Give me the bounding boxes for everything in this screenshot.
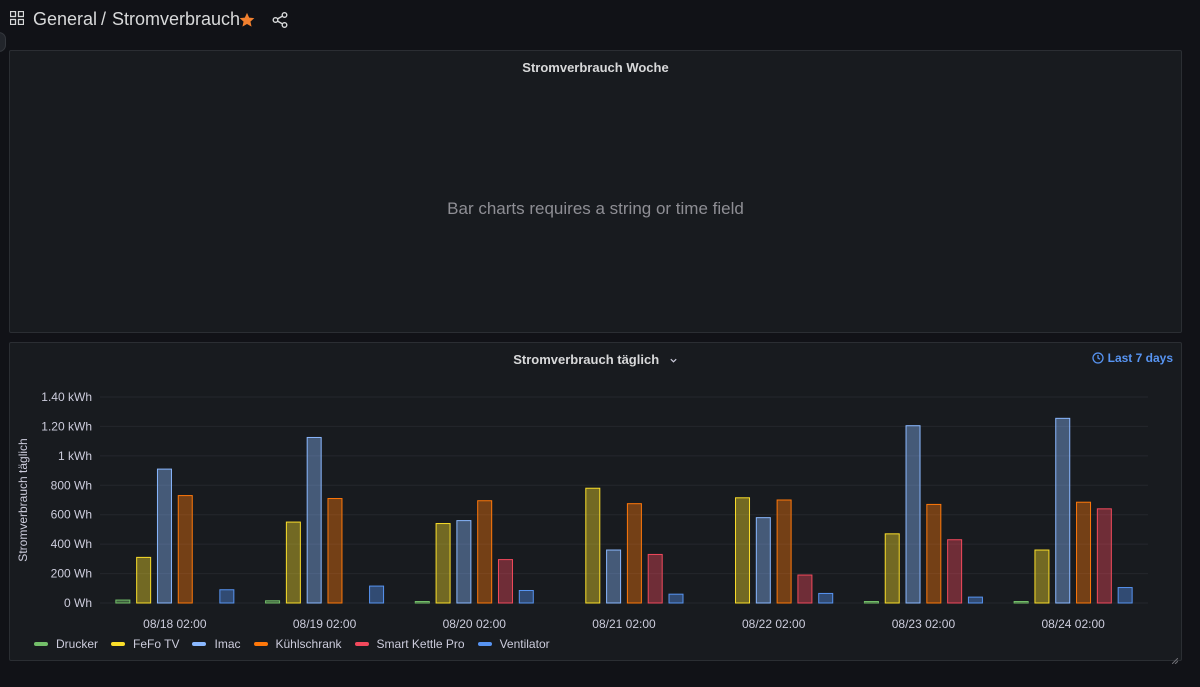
bar-ventilator: [967, 596, 983, 604]
dashboard-grid-icon[interactable]: [9, 10, 25, 26]
x-tick-label: 08/23 02:00: [892, 617, 956, 631]
legend-label: Smart Kettle Pro: [376, 637, 465, 651]
bar-imac: [156, 468, 172, 604]
y-tick-label: 1 kWh: [58, 449, 92, 463]
x-tick-label: 08/22 02:00: [742, 617, 806, 631]
panel-weekly-consumption: Stromverbrauch Woche Bar charts requires…: [9, 50, 1182, 333]
bar-fefo-tv: [585, 487, 601, 604]
clock-icon: [1091, 352, 1104, 364]
legend-item[interactable]: Drucker: [34, 637, 98, 651]
bar-imac: [755, 517, 771, 604]
legend-item[interactable]: Smart Kettle Pro: [354, 637, 465, 651]
bar-ventilator: [518, 589, 534, 604]
bar-smart-kettle-pro: [647, 553, 663, 604]
panel-title[interactable]: Stromverbrauch täglich: [513, 352, 660, 367]
bar-fefo-tv: [435, 523, 451, 604]
bar-fefo-tv: [735, 497, 751, 604]
bar-drucker: [265, 600, 281, 604]
bar-imac: [905, 425, 921, 604]
dashboard-title[interactable]: Stromverbrauch: [112, 9, 241, 29]
legend-item[interactable]: Imac: [192, 637, 241, 651]
bar-kühlschrank: [177, 495, 193, 604]
panel-daily-consumption: Stromverbrauch täglich Last 7 days 0 Wh 2…: [9, 342, 1182, 665]
bar-drucker: [414, 601, 430, 604]
legend-swatch: [253, 642, 268, 646]
legend-label: Kühlschrank: [275, 637, 342, 651]
bar-kühlschrank: [1076, 501, 1092, 604]
y-axis-label: Stromverbrauch täglich: [16, 438, 30, 561]
legend-label: Drucker: [56, 637, 99, 651]
bar-ventilator: [1117, 587, 1133, 604]
legend-label: Ventilator: [499, 637, 550, 651]
y-tick-label: 600 Wh: [51, 508, 92, 522]
bar-ventilator: [369, 585, 385, 604]
bar-drucker: [1013, 601, 1029, 604]
y-tick-label: 800 Wh: [51, 478, 92, 492]
panel-title[interactable]: Stromverbrauch Woche: [522, 60, 669, 75]
bar-imac: [606, 549, 622, 604]
share-icon[interactable]: [271, 11, 289, 29]
bar-kühlschrank: [477, 500, 493, 604]
legend-item[interactable]: FeFo TV: [111, 637, 179, 651]
y-tick-label: 1.40 kWh: [41, 390, 92, 404]
breadcrumb-separator: /: [101, 9, 107, 29]
bar-drucker: [115, 599, 131, 604]
legend-swatch: [34, 642, 48, 646]
bar-kühlschrank: [926, 503, 942, 604]
x-tick-label: 08/18 02:00: [143, 617, 207, 631]
panel-error-message: Bar charts requires a string or time fie…: [447, 199, 744, 218]
legend-swatch: [354, 642, 369, 646]
bar-imac: [1055, 417, 1071, 604]
chevron-down-icon[interactable]: [669, 353, 678, 368]
legend-swatch: [111, 642, 126, 646]
bar-smart-kettle-pro: [1096, 508, 1112, 604]
legend-item[interactable]: Kühlschrank: [253, 637, 342, 651]
bar-kühlschrank: [327, 498, 343, 604]
bar-fefo-tv: [884, 533, 900, 604]
y-tick-label: 200 Wh: [51, 567, 92, 581]
bar-drucker: [863, 601, 879, 604]
bar-kühlschrank: [626, 503, 642, 604]
legend-swatch: [477, 642, 492, 646]
time-range-indicator[interactable]: Last 7 days: [1091, 351, 1173, 365]
breadcrumb-folder[interactable]: General: [33, 9, 98, 29]
bar-fefo-tv: [1034, 549, 1050, 604]
legend-item[interactable]: Ventilator: [477, 637, 550, 651]
bar-ventilator: [219, 589, 235, 604]
bar-ventilator: [668, 593, 684, 604]
star-icon[interactable]: [238, 11, 256, 29]
x-tick-label: 08/20 02:00: [443, 617, 507, 631]
legend-label: Imac: [214, 637, 241, 651]
bar-fefo-tv: [136, 556, 152, 604]
bar-smart-kettle-pro: [797, 574, 813, 604]
legend-label: FeFo TV: [133, 637, 180, 651]
bar-smart-kettle-pro: [497, 559, 513, 604]
bar-fefo-tv: [285, 521, 301, 604]
resize-handle-icon[interactable]: [1171, 651, 1179, 665]
sidebar-toggle[interactable]: [0, 32, 6, 52]
bar-imac: [456, 520, 472, 604]
bar-ventilator: [818, 592, 834, 604]
y-tick-label: 400 Wh: [51, 537, 92, 551]
x-tick-label: 08/19 02:00: [293, 617, 357, 631]
panel-title-wrapper[interactable]: Stromverbrauch täglich: [10, 352, 1181, 368]
legend-swatch: [192, 642, 207, 646]
bar-chart: 0 Wh 200 Wh 400 Wh 600 Wh 800 Wh 1 kWh 1.20 kW…: [16, 390, 1148, 631]
bar-smart-kettle-pro: [947, 539, 963, 604]
bar-kühlschrank: [776, 499, 792, 604]
x-tick-label: 08/21 02:00: [592, 617, 656, 631]
y-tick-label: 0 Wh: [64, 596, 92, 610]
x-tick-label: 08/24 02:00: [1041, 617, 1105, 631]
bar-imac: [306, 436, 322, 604]
chart-legend: Drucker FeFo TV Imac Kühlschrank Smart Kettl…: [34, 637, 550, 651]
time-range-label: Last 7 days: [1107, 351, 1173, 365]
dashboard-navbar: General / Stromverbrauch: [0, 0, 1200, 40]
y-tick-label: 1.20 kWh: [41, 419, 92, 433]
